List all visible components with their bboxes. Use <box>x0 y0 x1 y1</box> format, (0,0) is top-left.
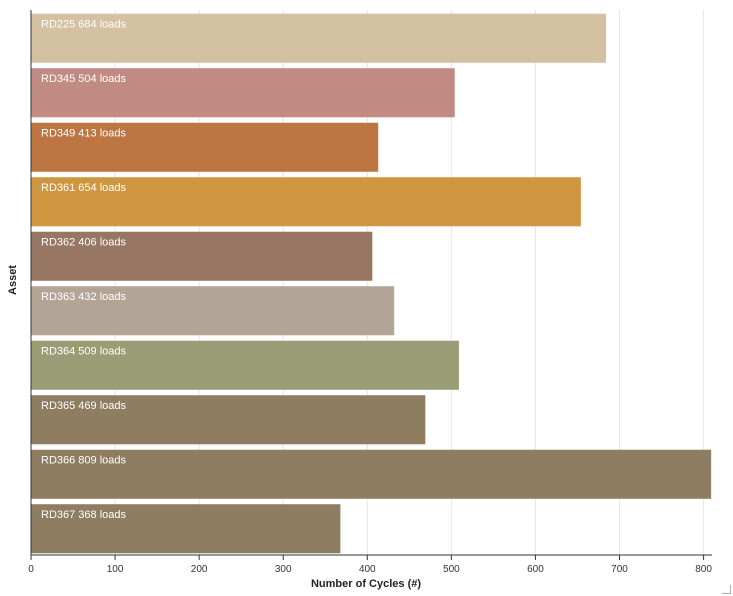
bar-label-rd362: RD362 406 loads <box>41 237 127 249</box>
bar-rd363[interactable] <box>31 286 395 336</box>
bar-label-rd367: RD367 368 loads <box>41 509 127 521</box>
x-axis: 0 100 200 300 400 500 600 700 800 <box>28 10 712 575</box>
bar-label-rd366: RD366 809 loads <box>41 455 127 467</box>
x-tick-label: 600 <box>527 564 544 575</box>
bar-label-rd345: RD345 504 loads <box>41 73 127 85</box>
x-axis-title: Number of Cycles (#) <box>311 578 421 590</box>
bar-rd365[interactable] <box>31 395 426 445</box>
bar-rd345[interactable] <box>31 68 455 118</box>
bar-label-rd349: RD349 413 loads <box>41 128 127 140</box>
bar-label-rd363: RD363 432 loads <box>41 291 127 303</box>
x-tick-label: 200 <box>191 564 208 575</box>
x-tick-label: 0 <box>28 564 34 575</box>
y-axis-title: Asset <box>7 265 19 295</box>
x-tick-label: 700 <box>611 564 628 575</box>
bar-rd349[interactable] <box>31 122 379 172</box>
x-tick-label: 500 <box>443 564 460 575</box>
resize-grip[interactable] <box>722 585 731 594</box>
x-tick-label: 300 <box>275 564 292 575</box>
bar-rd225[interactable] <box>31 13 607 63</box>
bar-label-rd361: RD361 654 loads <box>41 182 127 194</box>
bar-rd362[interactable] <box>31 231 373 281</box>
bar-label-rd225: RD225 684 loads <box>41 19 127 31</box>
bar-rd366[interactable] <box>31 449 712 499</box>
bar-label-rd365: RD365 469 loads <box>41 400 127 412</box>
x-tick-label: 100 <box>107 564 124 575</box>
bars <box>31 13 712 554</box>
bar-rd367[interactable] <box>31 504 341 554</box>
bar-labels: RD225 684 loads RD345 504 loads RD349 413 … <box>41 19 127 521</box>
x-tick-label: 800 <box>695 564 712 575</box>
bar-label-rd364: RD364 509 loads <box>41 346 127 358</box>
bar-rd361[interactable] <box>31 177 581 227</box>
x-tick-label: 400 <box>359 564 376 575</box>
bar-rd364[interactable] <box>31 340 459 390</box>
